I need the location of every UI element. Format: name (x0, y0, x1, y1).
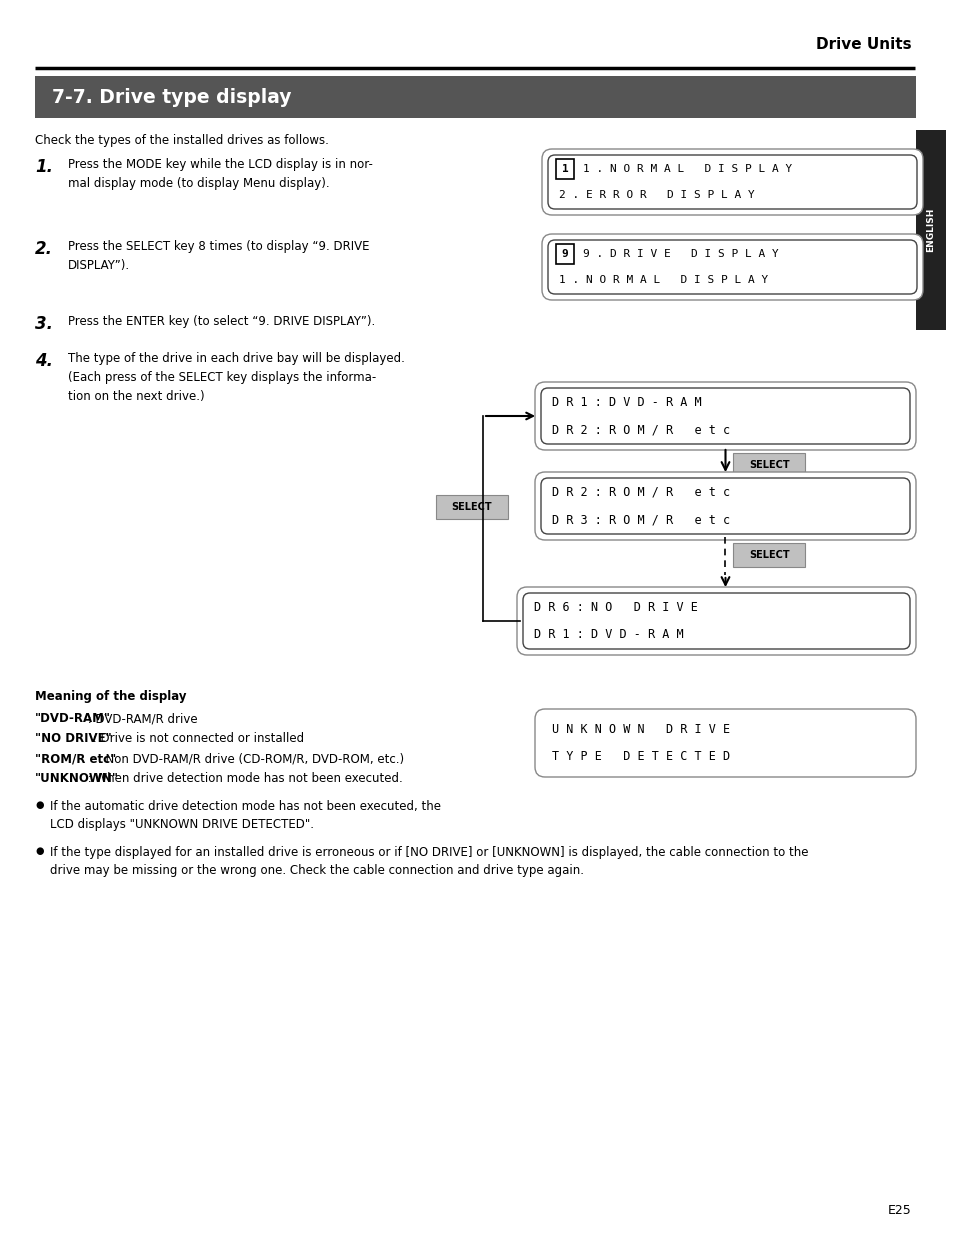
Text: "NO DRIVE": "NO DRIVE" (35, 732, 112, 745)
Text: 2 . E R R O R   D I S P L A Y: 2 . E R R O R D I S P L A Y (558, 190, 754, 200)
Text: T Y P E   D E T E C T E D: T Y P E D E T E C T E D (552, 750, 729, 763)
Text: SELECT: SELECT (451, 501, 492, 513)
Text: D R 2 : R O M / R   e t c: D R 2 : R O M / R e t c (552, 424, 729, 436)
Text: : Non DVD-RAM/R drive (CD-ROM/R, DVD-ROM, etc.): : Non DVD-RAM/R drive (CD-ROM/R, DVD-ROM… (94, 752, 404, 764)
Text: : When drive detection mode has not been executed.: : When drive detection mode has not been… (84, 772, 402, 785)
Text: drive may be missing or the wrong one. Check the cable connection and drive type: drive may be missing or the wrong one. C… (50, 864, 583, 877)
Text: D R 6 : N O   D R I V E: D R 6 : N O D R I V E (534, 601, 698, 614)
Text: 1.: 1. (35, 158, 53, 177)
Text: E25: E25 (887, 1204, 911, 1216)
Text: SELECT: SELECT (748, 550, 789, 559)
Text: Meaning of the display: Meaning of the display (35, 690, 186, 703)
Text: "UNKNOWN": "UNKNOWN" (35, 772, 119, 785)
Text: SELECT: SELECT (748, 459, 789, 471)
FancyBboxPatch shape (35, 77, 915, 119)
FancyBboxPatch shape (522, 593, 909, 650)
FancyBboxPatch shape (517, 587, 915, 655)
Text: If the automatic drive detection mode has not been executed, the: If the automatic drive detection mode ha… (50, 800, 440, 813)
FancyBboxPatch shape (541, 149, 923, 215)
Text: "ROM/R etc": "ROM/R etc" (35, 752, 116, 764)
FancyBboxPatch shape (556, 243, 574, 264)
Text: ENGLISH: ENGLISH (925, 207, 935, 252)
Text: Press the ENTER key (to select “9. DRIVE DISPLAY”).: Press the ENTER key (to select “9. DRIVE… (68, 315, 375, 329)
Text: 1 . N O R M A L   D I S P L A Y: 1 . N O R M A L D I S P L A Y (582, 164, 791, 174)
FancyBboxPatch shape (547, 240, 916, 294)
Text: : DVD-RAM/R drive: : DVD-RAM/R drive (84, 713, 197, 725)
Text: 3.: 3. (35, 315, 53, 333)
Text: The type of the drive in each drive bay will be displayed.
(Each press of the SE: The type of the drive in each drive bay … (68, 352, 404, 403)
Text: 7-7. Drive type display: 7-7. Drive type display (52, 88, 292, 106)
Text: ●: ● (35, 800, 44, 810)
Text: 1 . N O R M A L   D I S P L A Y: 1 . N O R M A L D I S P L A Y (558, 275, 767, 285)
Text: U N K N O W N   D R I V E: U N K N O W N D R I V E (552, 722, 729, 736)
Text: D R 1 : D V D - R A M: D R 1 : D V D - R A M (552, 396, 700, 409)
FancyBboxPatch shape (540, 388, 909, 445)
FancyBboxPatch shape (541, 233, 923, 300)
FancyBboxPatch shape (915, 130, 945, 330)
FancyBboxPatch shape (556, 159, 574, 179)
Text: Drive Units: Drive Units (816, 37, 911, 52)
Text: If the type displayed for an installed drive is erroneous or if [NO DRIVE] or [U: If the type displayed for an installed d… (50, 846, 807, 860)
Text: 9: 9 (561, 248, 568, 259)
Text: D R 3 : R O M / R   e t c: D R 3 : R O M / R e t c (552, 513, 729, 526)
FancyBboxPatch shape (540, 478, 909, 534)
Text: Press the SELECT key 8 times (to display “9. DRIVE
DISPLAY”).: Press the SELECT key 8 times (to display… (68, 240, 369, 272)
FancyBboxPatch shape (547, 156, 916, 209)
Text: Press the MODE key while the LCD display is in nor-
mal display mode (to display: Press the MODE key while the LCD display… (68, 158, 373, 190)
Text: LCD displays "UNKNOWN DRIVE DETECTED".: LCD displays "UNKNOWN DRIVE DETECTED". (50, 818, 314, 831)
Text: 2.: 2. (35, 240, 53, 258)
Text: 4.: 4. (35, 352, 53, 370)
Text: : Drive is not connected or installed: : Drive is not connected or installed (89, 732, 304, 745)
Text: 9 . D R I V E   D I S P L A Y: 9 . D R I V E D I S P L A Y (582, 248, 778, 259)
Text: ●: ● (35, 846, 44, 856)
FancyBboxPatch shape (535, 382, 915, 450)
FancyBboxPatch shape (436, 495, 507, 519)
FancyBboxPatch shape (733, 543, 804, 567)
Text: Check the types of the installed drives as follows.: Check the types of the installed drives … (35, 135, 329, 147)
Text: 1: 1 (561, 164, 568, 174)
FancyBboxPatch shape (535, 709, 915, 777)
Text: "DVD-RAM": "DVD-RAM" (35, 713, 111, 725)
Text: D R 2 : R O M / R   e t c: D R 2 : R O M / R e t c (552, 485, 729, 499)
FancyBboxPatch shape (535, 472, 915, 540)
FancyBboxPatch shape (733, 453, 804, 477)
Text: D R 1 : D V D - R A M: D R 1 : D V D - R A M (534, 629, 683, 641)
